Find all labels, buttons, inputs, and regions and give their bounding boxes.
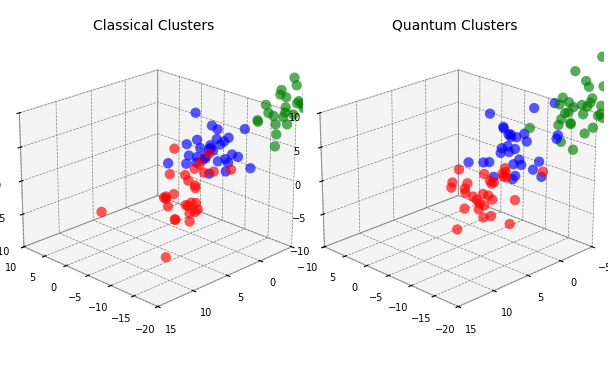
Title: Classical Clusters: Classical Clusters <box>93 19 215 33</box>
Title: Quantum Clusters: Quantum Clusters <box>392 19 517 33</box>
